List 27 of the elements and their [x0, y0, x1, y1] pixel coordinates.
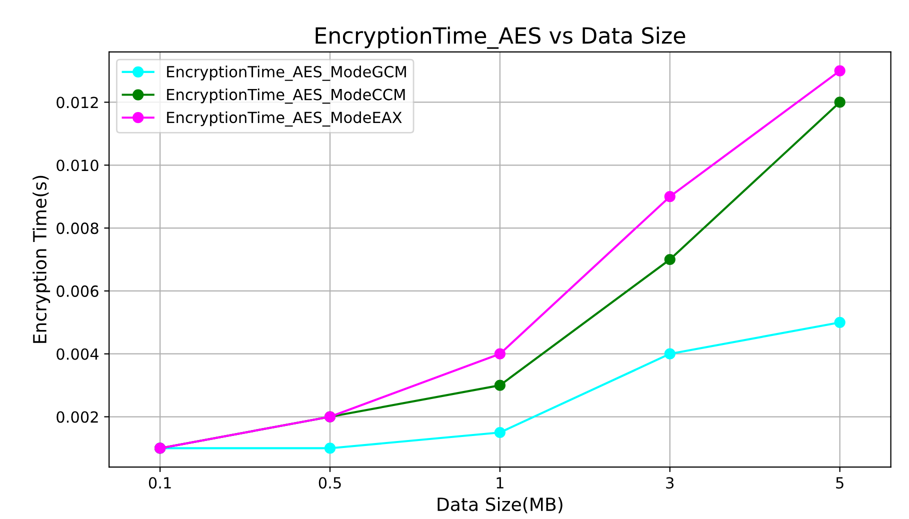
- y-tick-label: 0.006: [56, 285, 98, 297]
- legend-label: EncryptionTime_AES_ModeEAX: [167, 111, 402, 127]
- point: [834, 316, 846, 328]
- point: [494, 380, 506, 391]
- y-tick-label: 0.012: [56, 96, 98, 108]
- y-tick-label: 0.008: [56, 222, 98, 234]
- x-tick-label: 0.1: [148, 477, 171, 489]
- legend-label: EncryptionTime_AES_ModeGCM: [167, 66, 406, 81]
- x-tick-label: 0.5: [318, 477, 341, 489]
- y-tick-label: 0.010: [56, 160, 98, 172]
- y-axis-title: Encryption Time(s): [32, 176, 50, 343]
- point: [494, 348, 506, 360]
- x-tick-label: 1: [496, 477, 504, 488]
- y-tick-label: 0.004: [56, 348, 98, 360]
- chart-title: EncryptionTime_AES vs Data Size: [316, 26, 686, 49]
- point: [834, 65, 846, 76]
- point: [664, 254, 676, 266]
- x-tick-label: 3: [666, 477, 674, 489]
- x-tick-label: 5: [836, 477, 844, 489]
- point: [664, 191, 676, 202]
- x-axis-title: Data Size(MB): [438, 497, 562, 514]
- point: [324, 442, 336, 454]
- point: [494, 426, 506, 438]
- point: [664, 348, 676, 360]
- point: [834, 96, 846, 108]
- legend-label: EncryptionTime_AES_ModeCCM: [167, 88, 405, 104]
- y-tick-label: 0.002: [56, 411, 98, 423]
